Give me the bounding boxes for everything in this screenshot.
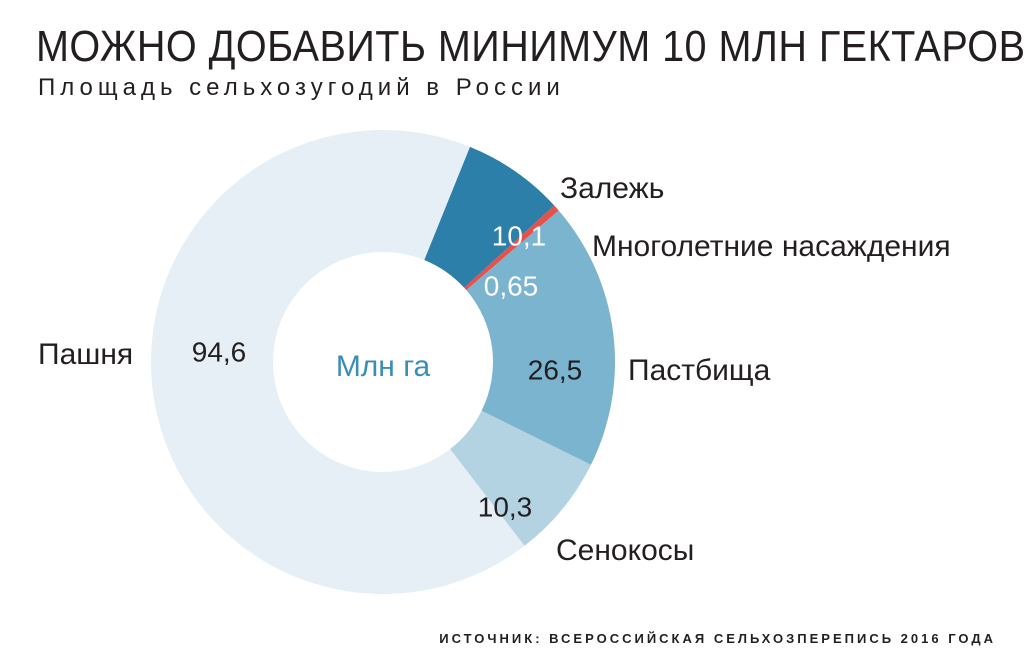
slice-value-label-4: 10,3 (478, 491, 533, 522)
center-unit-label: Млн га (336, 350, 431, 383)
slice-2 (464, 205, 559, 291)
slice-category-label-3: Пастбища (628, 354, 771, 387)
donut-labels: 10,1 Залежь 0,65 Многолетние насаждения 26,5… (38, 172, 951, 567)
slice-category-label-1: Залежь (560, 172, 664, 205)
chart-title: МОЖНО ДОБАВИТЬ МИНИМУМ 10 МЛН ГЕКТАРОВ (36, 22, 1024, 71)
slice-3 (466, 210, 615, 465)
slice-value-label-2: 0,65 (484, 270, 539, 301)
slice-value-label-5: 94,6 (192, 336, 247, 367)
slice-5 (150, 130, 525, 594)
slice-category-label-4: Сенокосы (556, 534, 694, 567)
slice-category-label-2: Многолетние насаждения (592, 230, 951, 263)
slice-value-label-1: 10,1 (492, 220, 547, 251)
donut-slices (150, 130, 615, 594)
slice-value-label-3: 26,5 (528, 354, 583, 385)
slice-1 (424, 146, 555, 288)
chart-subtitle: Площадь сельхозугодий в России (38, 74, 565, 101)
slice-4 (450, 410, 591, 546)
source-note: ИСТОЧНИК: ВСЕРОССИЙСКАЯ СЕЛЬХОЗПЕРЕПИСЬ … (439, 631, 996, 646)
slice-category-label-5: Пашня (38, 338, 133, 371)
